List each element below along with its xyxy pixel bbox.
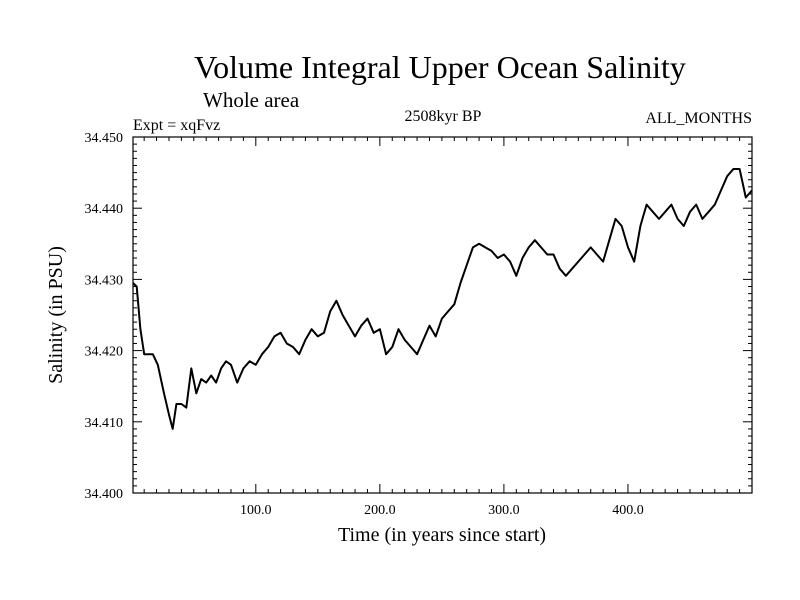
y-axis-label: Salinity (in PSU) xyxy=(45,246,67,384)
x-axis-label: Time (in years since start) xyxy=(338,524,546,546)
y-tick-label: 34.410 xyxy=(85,416,124,431)
months-label: ALL_MONTHS xyxy=(645,110,752,127)
chart-subtitle: Whole area xyxy=(203,88,300,112)
period-label: 2508kyr BP xyxy=(405,108,482,125)
y-tick-label: 34.450 xyxy=(85,131,124,146)
y-tick-label: 34.430 xyxy=(85,273,124,288)
salinity-series-line xyxy=(132,168,753,430)
x-tick-label: 200.0 xyxy=(364,503,396,518)
y-tick-label: 34.400 xyxy=(85,487,124,502)
y-tick-label: 34.440 xyxy=(85,202,124,217)
x-tick-label: 400.0 xyxy=(612,503,644,518)
x-tick-label: 300.0 xyxy=(488,503,520,518)
x-tick-label: 100.0 xyxy=(240,503,272,518)
y-tick-label: 34.420 xyxy=(85,345,124,360)
axis-ticks: 34.400 34.410 34.420 34.430 34.440 34.450 100.… xyxy=(85,131,753,518)
experiment-label: Expt = xqFvz xyxy=(133,117,220,134)
chart-title: Volume Integral Upper Ocean Salinity xyxy=(194,49,686,85)
plot-frame xyxy=(132,136,753,494)
